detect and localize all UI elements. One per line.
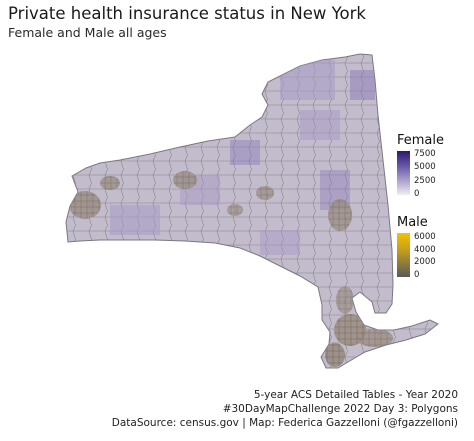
caption-line-1: 5-year ACS Detailed Tables - Year 2020	[253, 389, 458, 401]
female-tick-5000: 5000	[414, 162, 436, 173]
female-tick-7500: 7500	[414, 148, 436, 159]
male-tick-4000: 4000	[414, 244, 436, 255]
female-colorbar	[397, 151, 410, 195]
male-legend: Male 6000 4000 2000 0	[397, 215, 464, 280]
caption-line-3: DataSource: census.gov | Map: Federica G…	[111, 417, 458, 429]
map-subtitle: Female and Male all ages	[8, 25, 167, 40]
female-tick-2500: 2500	[414, 175, 436, 186]
female-legend-ticks: 7500 5000 2500 0	[414, 148, 464, 199]
male-tick-2000: 2000	[414, 257, 436, 268]
male-legend-ticks: 6000 4000 2000 0	[414, 232, 464, 280]
female-legend: Female 7500 5000 2500 0	[397, 133, 464, 199]
male-legend-title: Male	[397, 215, 428, 230]
female-legend-title: Female	[397, 133, 445, 148]
caption-line-2: #30DayMapChallenge 2022 Day 3: Polygons	[222, 403, 458, 415]
map-title: Private health insurance status in New Y…	[8, 4, 366, 23]
urban-areas	[69, 171, 393, 367]
male-colorbar	[397, 233, 410, 277]
female-tick-0: 0	[414, 188, 420, 199]
male-tick-6000: 6000	[414, 232, 436, 243]
male-tick-0: 0	[414, 269, 420, 280]
caption: 5-year ACS Detailed Tables - Year 2020 #…	[112, 388, 458, 430]
